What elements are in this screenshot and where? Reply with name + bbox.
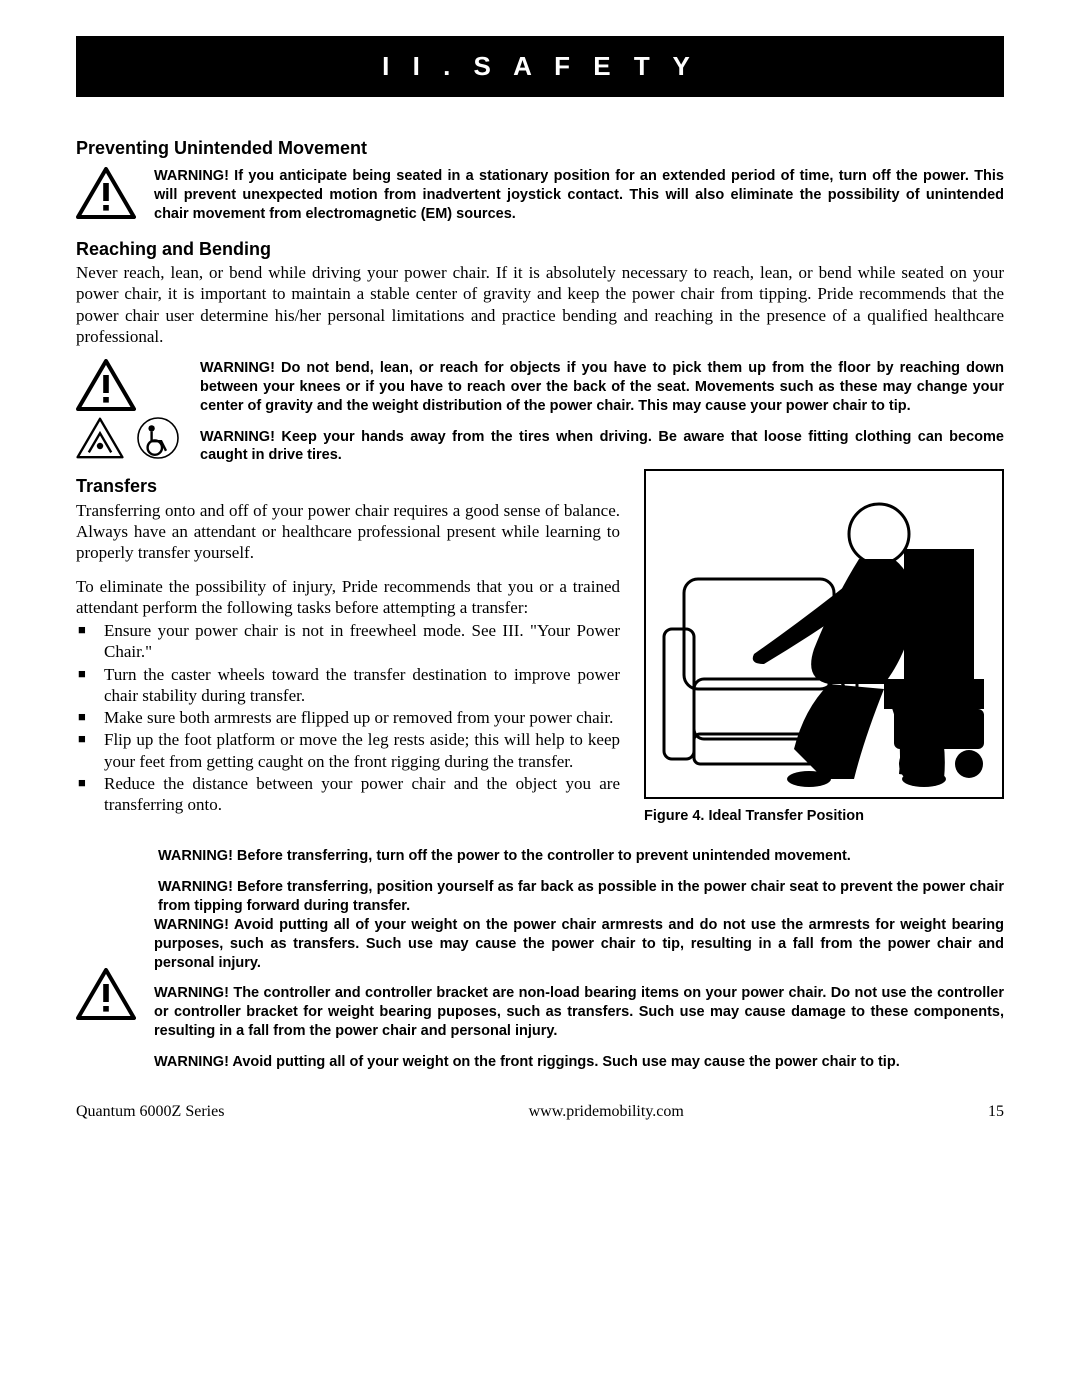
page-footer: Quantum 6000Z Series www.pridemobility.c… [76, 1102, 1004, 1122]
warning-triangle-icon [76, 167, 136, 219]
transfer-steps-list: Ensure your power chair is not in freewh… [76, 620, 620, 815]
list-item: Ensure your power chair is not in freewh… [76, 620, 620, 663]
warning-text: WARNING! Do not bend, lean, or reach for… [200, 359, 1004, 416]
footer-page-number: 15 [988, 1102, 1004, 1122]
body-paragraph: Never reach, lean, or bend while driving… [76, 262, 1004, 347]
warning-text: WARNING! Keep your hands away from the t… [200, 428, 1004, 466]
warning-text: WARNING! Before transferring, turn off t… [158, 847, 1004, 866]
warning-block: WARNING! If you anticipate being seated … [76, 167, 1004, 224]
warning-triangle-icon [76, 359, 136, 411]
warning-pinch-icon [76, 417, 124, 459]
footer-url: www.pridemobility.com [529, 1102, 684, 1122]
figure-caption: Figure 4. Ideal Transfer Position [644, 807, 1004, 825]
warning-text: WARNING! If you anticipate being seated … [154, 167, 1004, 224]
warning-text: WARNING! Before transferring, position y… [158, 878, 1004, 916]
figure-transfer-position [644, 469, 1004, 799]
warning-block: WARNING! Do not bend, lean, or reach for… [76, 359, 1004, 465]
heading-preventing-movement: Preventing Unintended Movement [76, 137, 1004, 160]
warning-text: WARNING! Avoid putting all of your weigh… [154, 1053, 1004, 1072]
list-item: Turn the caster wheels toward the transf… [76, 664, 620, 707]
warning-wheelchair-icon [134, 417, 182, 459]
page-title-bar: I I . S A F E T Y [76, 36, 1004, 97]
list-item: Reduce the distance between your power c… [76, 773, 620, 816]
heading-transfers: Transfers [76, 475, 620, 498]
footer-series: Quantum 6000Z Series [76, 1102, 224, 1122]
body-paragraph: To eliminate the possibility of injury, … [76, 576, 620, 619]
warning-text: WARNING! The controller and controller b… [154, 984, 1004, 1041]
list-item: Make sure both armrests are flipped up o… [76, 707, 620, 728]
warning-triangle-icon [76, 968, 136, 1020]
body-paragraph: Transferring onto and off of your power … [76, 500, 620, 564]
warning-text: WARNING! Avoid putting all of your weigh… [154, 916, 1004, 973]
warning-block: WARNING! Avoid putting all of your weigh… [76, 916, 1004, 1072]
heading-reaching-bending: Reaching and Bending [76, 238, 1004, 261]
list-item: Flip up the foot platform or move the le… [76, 729, 620, 772]
transfer-illustration [654, 479, 994, 789]
